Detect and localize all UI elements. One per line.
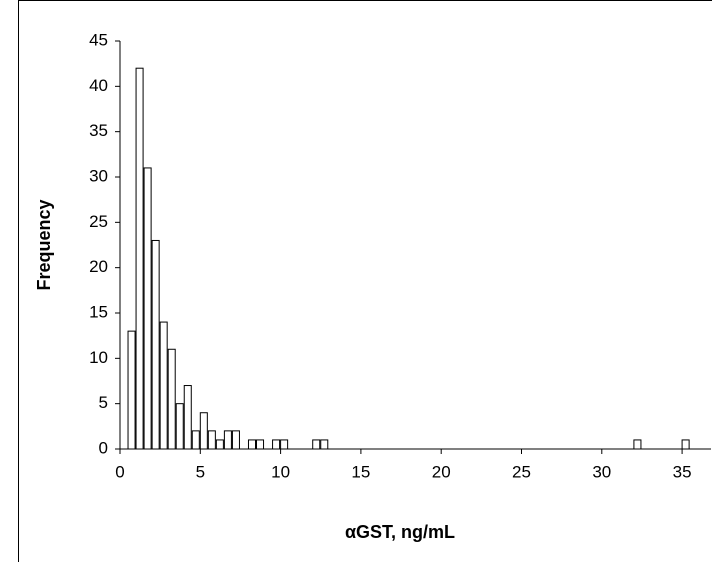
bar [143,167,152,450]
x-tick-label: 15 [351,462,370,481]
y-tick-label: 30 [89,166,108,185]
bar [175,403,184,450]
bar [223,430,232,450]
y-tick-label: 35 [89,121,108,140]
x-tick-label: 10 [271,462,290,481]
bar [256,439,265,450]
x-tick-label: 25 [512,462,531,481]
x-tick-label: 30 [592,462,611,481]
y-tick-label: 45 [89,30,108,49]
bar [280,439,289,450]
bar [159,321,168,450]
bar [633,439,642,450]
bar [191,430,200,450]
x-tick-label: 0 [115,462,124,481]
x-tick-label: 5 [196,462,205,481]
chart-frame [18,0,712,562]
bar [127,330,136,450]
y-tick-label: 0 [99,438,108,457]
x-axis-title: αGST, ng/mL [345,522,455,542]
bar [681,439,690,450]
bar [183,385,192,450]
y-tick-label: 15 [89,302,108,321]
y-axis-title: Frequency [34,199,54,290]
bar [320,439,329,450]
bar [215,439,224,450]
x-tick-label: 20 [432,462,451,481]
bar [151,239,160,450]
bar [231,430,240,450]
bar [312,439,321,450]
y-tick-label: 20 [89,257,108,276]
bar [207,430,216,450]
x-tick-label: 35 [673,462,692,481]
bar [167,348,176,450]
bar [272,439,281,450]
bar [247,439,257,450]
y-tick-label: 40 [89,76,108,95]
y-tick-label: 25 [89,212,108,231]
y-tick-label: 10 [89,348,108,367]
bar [135,67,144,450]
bar [199,412,208,450]
y-tick-label: 5 [99,393,108,412]
